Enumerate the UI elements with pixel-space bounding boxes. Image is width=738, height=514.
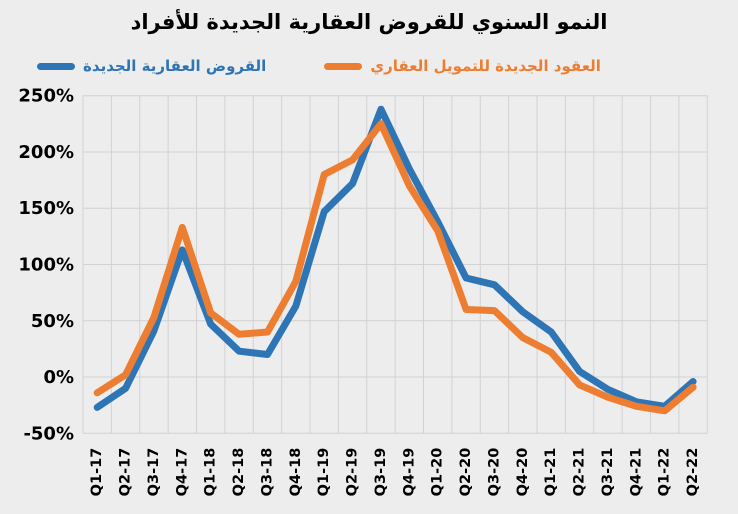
- legend-label-contracts: العقود الجديدة للتمويل العقاري: [370, 57, 601, 75]
- legend-label-loans: القروض العقارية الجديدة: [83, 57, 267, 75]
- x-axis-tick-label: Q4-17: [174, 448, 190, 497]
- x-axis-tick-label: Q3-20: [486, 448, 502, 497]
- x-axis-tick-label: Q3-18: [259, 448, 275, 497]
- legend-line-swatch-blue: [37, 62, 76, 70]
- x-axis-tick-label: Q3-17: [146, 448, 162, 497]
- x-axis-tick-label: Q1-20: [430, 448, 446, 497]
- legend-line-swatch-orange: [324, 62, 363, 70]
- chart-title: النمو السنوي للقروض العقارية الجديدة للأ…: [130, 10, 608, 34]
- y-axis-tick-label: 0%: [43, 367, 74, 388]
- x-axis-tick-label: Q1-22: [657, 448, 673, 497]
- chart-legend: القروض العقارية الجديدة العقود الجديدة ل…: [0, 57, 638, 75]
- x-axis-tick-label: Q2-19: [345, 448, 361, 497]
- y-axis-tick-label: 250%: [18, 86, 74, 107]
- x-axis-tick-label: Q2-17: [118, 448, 134, 497]
- x-axis-tick-label: Q2-22: [685, 448, 701, 497]
- x-axis-tick-label: Q2-21: [572, 448, 588, 497]
- x-axis-tick-label: Q2-18: [231, 448, 247, 497]
- x-axis-tick-label: Q3-19: [373, 448, 389, 497]
- x-axis-tick-label: Q4-21: [628, 448, 644, 497]
- y-axis-tick-label: 100%: [18, 255, 74, 276]
- x-axis-tick-label: Q1-17: [89, 448, 105, 497]
- legend-item-contracts: العقود الجديدة للتمويل العقاري: [324, 57, 601, 75]
- y-axis-tick-label: -50%: [23, 423, 74, 444]
- x-axis-tick-label: Q4-18: [288, 448, 304, 497]
- x-axis-tick-label: Q4-20: [515, 448, 531, 497]
- y-axis-tick-label: 200%: [18, 142, 74, 163]
- x-axis-tick-label: Q1-18: [203, 448, 219, 497]
- series-line-contracts: [93, 120, 697, 415]
- x-axis-tick-label: Q1-21: [543, 448, 559, 497]
- y-axis-tick-label: 150%: [18, 198, 74, 219]
- x-axis-tick-label: Q1-19: [316, 448, 332, 497]
- series-line-loans: [93, 105, 697, 411]
- y-axis-tick-label: 50%: [31, 311, 74, 332]
- x-axis-tick-label: Q2-20: [458, 448, 474, 497]
- legend-item-loans: القروض العقارية الجديدة: [37, 57, 266, 75]
- x-axis-tick-label: Q3-21: [600, 448, 616, 497]
- x-axis-tick-label: Q4-19: [401, 448, 417, 497]
